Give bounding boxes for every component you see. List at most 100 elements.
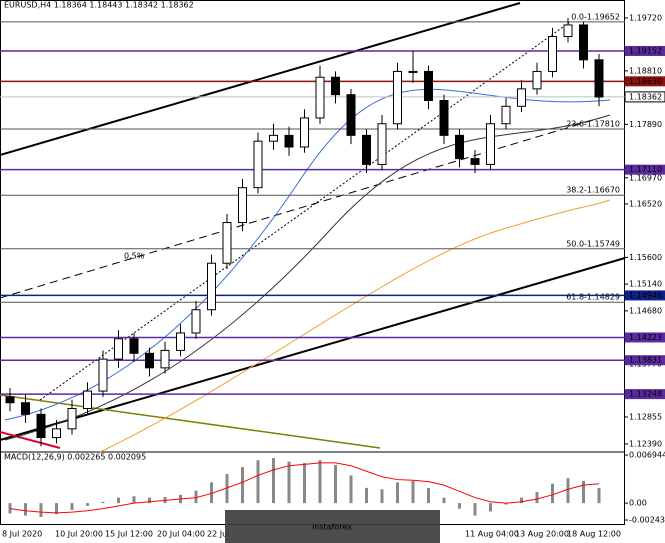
y-tick-label: 1.12855 <box>629 412 662 421</box>
y-tick-label: 0.00 <box>629 499 647 508</box>
candle-body <box>191 309 201 334</box>
level-label: 1.18630 <box>629 77 662 86</box>
candle-body <box>114 338 123 360</box>
macd-bar <box>396 482 399 504</box>
y-tick-label: 1.15600 <box>629 253 662 262</box>
candle-body <box>532 70 542 90</box>
fibo-label: 0.0-1.19652 <box>571 12 620 21</box>
x-tick-label: 15 Jul 12:00 <box>105 530 153 539</box>
macd-bar <box>489 503 492 512</box>
macd-bar <box>535 492 539 504</box>
trend-line <box>0 117 601 299</box>
candle-body <box>315 76 325 119</box>
candle-body <box>331 76 340 96</box>
candle-body <box>486 123 495 165</box>
macd-bar <box>303 462 306 504</box>
candle-body <box>21 402 30 415</box>
level-label: 1.17110 <box>629 165 662 174</box>
x-tick-label: 22 Jul <box>207 530 229 539</box>
y-tick-label: -0.002434 <box>629 516 665 525</box>
macd-bar <box>241 467 244 504</box>
macd-bar <box>504 503 508 505</box>
signal-line <box>9 462 600 514</box>
candle-body <box>346 94 356 136</box>
macd-bar <box>442 497 446 504</box>
macd-bar <box>411 480 415 504</box>
candle-body <box>238 187 247 224</box>
macd-bar <box>566 478 570 504</box>
fibo-label: 50.0-1.15749 <box>566 239 620 248</box>
candle-body <box>548 36 557 72</box>
level-tag <box>625 290 665 301</box>
y-tick-label: 1.16970 <box>629 173 662 182</box>
indicator-title: MACD(12,26,9) 0.002265 0.002095 <box>4 453 146 462</box>
candle-body <box>284 134 294 148</box>
candle-body <box>5 396 15 404</box>
candle-body <box>579 24 588 61</box>
macd-bar <box>132 496 136 504</box>
level-label: 1.14946 <box>629 291 662 300</box>
moving-average <box>4 114 611 441</box>
macd-bar <box>148 497 151 504</box>
macd-bar <box>8 503 12 514</box>
candle-body <box>455 134 464 160</box>
macd-bar <box>24 503 27 516</box>
x-tick-label: 13 Aug 20:00 <box>515 530 569 539</box>
macd-bar <box>458 503 461 509</box>
chart-title: EURUSD,H4 1.18364 1.18443 1.18342 1.1836… <box>4 1 194 10</box>
level-label: 1.14223 <box>629 333 662 342</box>
x-tick-label: 18 Aug 12:00 <box>567 530 621 539</box>
macd-bar <box>427 487 430 504</box>
macd-bar <box>349 475 353 504</box>
y-tick-label: 1.17890 <box>629 120 662 129</box>
fibo-label: 23.6-1.17810 <box>566 119 620 128</box>
channel-line <box>0 2 521 156</box>
candle-body <box>269 134 278 142</box>
level-tag <box>625 164 665 175</box>
candle-body <box>253 140 263 189</box>
candle-body <box>501 105 511 125</box>
candle-body <box>145 352 154 369</box>
macd-bar <box>117 497 120 504</box>
level-tag <box>625 355 665 366</box>
x-tick-label: 10 Jul 20:00 <box>55 530 103 539</box>
candle-body <box>52 428 61 439</box>
y-tick-label: 1.19720 <box>629 13 662 22</box>
current-price-label: 1.18362 <box>629 92 662 101</box>
macd-bar <box>365 487 368 504</box>
level-tag <box>625 389 665 400</box>
y-tick-label: 1.16520 <box>629 199 662 208</box>
fibo-label: 61.8-1.14829 <box>566 293 620 302</box>
fibo-label: 38.2-1.16670 <box>566 186 620 195</box>
y-tick-label: 0.006944 <box>629 451 665 460</box>
candle-body <box>300 117 309 148</box>
candle-body <box>129 338 139 354</box>
candle-body <box>98 358 108 392</box>
y-tick-label: 1.15140 <box>629 280 662 289</box>
macd-bar <box>39 503 43 517</box>
macd-bar <box>582 480 585 504</box>
candle-body <box>36 413 46 439</box>
trend-line <box>0 394 381 449</box>
candle-body <box>424 70 433 101</box>
level-label: 1.19152 <box>629 46 662 55</box>
candle-body <box>160 349 170 369</box>
candle-body <box>517 88 526 107</box>
y-tick-label: 1.18810 <box>629 66 662 75</box>
candle-body <box>439 99 449 136</box>
x-tick-label: 20 Jul 04:00 <box>157 530 205 539</box>
level-tag <box>625 76 665 87</box>
candle-body <box>67 408 77 430</box>
macd-bar <box>287 461 291 504</box>
macd-bar <box>551 483 554 504</box>
level-label: 1.13831 <box>629 356 662 365</box>
macd-bar <box>101 501 105 504</box>
candle-body <box>470 158 480 165</box>
candle-body <box>222 222 232 264</box>
macd-bar <box>194 490 198 504</box>
candle-body <box>207 262 216 311</box>
watermark: instaforex <box>312 523 352 532</box>
level-label: 1.13248 <box>629 390 662 399</box>
level-tag <box>625 45 665 56</box>
